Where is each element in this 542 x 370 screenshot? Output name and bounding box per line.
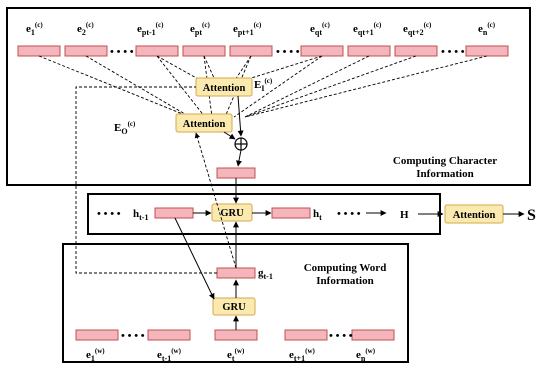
char-region-caption-line1: Computing Character [393,155,497,167]
char-label-1: e1(c) [26,21,43,37]
char-label-qt: eqt(c) [310,21,330,37]
char-vector-2 [64,45,108,57]
char-label-pt-1: ept-1(c) [137,21,164,37]
char-vector-qt+1 [347,45,391,57]
char-vector-qt [300,45,344,57]
g-prev-vector [216,267,256,279]
h-prev-vector [154,207,194,219]
gru-left-ellipsis: • • • • [97,208,121,220]
h-t-vector [271,207,311,219]
word-label-t: et(w) [227,347,245,363]
word-region-caption-line1: Computing Word [304,262,387,274]
word-vector-t [214,329,258,341]
char-vector-1 [17,45,61,57]
char-region-frame [6,7,531,186]
char-vector-pt [182,45,226,57]
char-label-pt: ept(c) [190,21,210,37]
word-label-t+1: et+1(w) [289,347,316,363]
gru-node-word-label: GRU [222,302,246,313]
word-embedding-labels: e1(w) et-1(w) et(w) et+1(w) en(w) [86,347,376,363]
e-i-label: EI(c) [254,77,273,93]
char-label-qt+1: eqt+1(c) [353,21,382,37]
char-output-vector [216,167,256,179]
char-ellipsis-1: • • • • [110,46,134,58]
char-label-2: e2(c) [77,21,94,37]
char-ellipsis-3: • • • • [441,46,465,58]
char-embedding-labels: e1(c) e2(c) ept-1(c) ept(c) ept+1(c) eqt… [26,21,496,37]
word-vector-t-1 [147,329,191,341]
h-t-label: ht [313,208,322,222]
word-vector-n [351,329,395,341]
attention-node-outer-label: Attention [183,119,226,130]
char-region-caption-line2: Information [416,168,473,180]
h-prev-label: ht-1 [133,208,148,222]
attention-node-inner-label: Attention [203,83,246,94]
char-embedding-vectors [17,45,509,57]
word-ellipsis-2: • • • • [329,330,353,342]
char-label-n: en(c) [478,21,496,37]
word-label-1: e1(w) [86,347,105,363]
word-region-caption-line2: Information [316,275,373,287]
attention-node-outer [175,113,233,133]
word-label-t-1: et-1(w) [157,347,182,363]
gru-right-ellipsis: • • • • [337,208,361,220]
char-ellipsis-2: • • • • [276,46,300,58]
char-vector-pt+1 [229,45,273,57]
char-vector-n [465,45,509,57]
word-vector-1 [75,329,119,341]
char-label-qt+2: eqt+2(c) [403,21,432,37]
s-label: S [527,207,536,224]
gru-node-word [212,297,256,316]
char-label-pt+1: ept+1(c) [233,21,262,37]
char-vector-qt+2 [394,45,438,57]
word-label-n: en(w) [356,347,376,363]
word-vector-t+1 [284,329,328,341]
char-attention-dashed-links [38,55,488,118]
attention-node-final-label: Attention [453,210,496,221]
g-prev-label: gt-1 [258,267,273,281]
e-o-label: EO(c) [114,120,136,136]
gru-node-main-label: GRU [220,208,244,219]
word-embedding-vectors [75,329,395,341]
word-ellipsis-1: • • • • [121,330,145,342]
char-vector-pt-1 [135,45,179,57]
h-label: H [400,209,409,221]
